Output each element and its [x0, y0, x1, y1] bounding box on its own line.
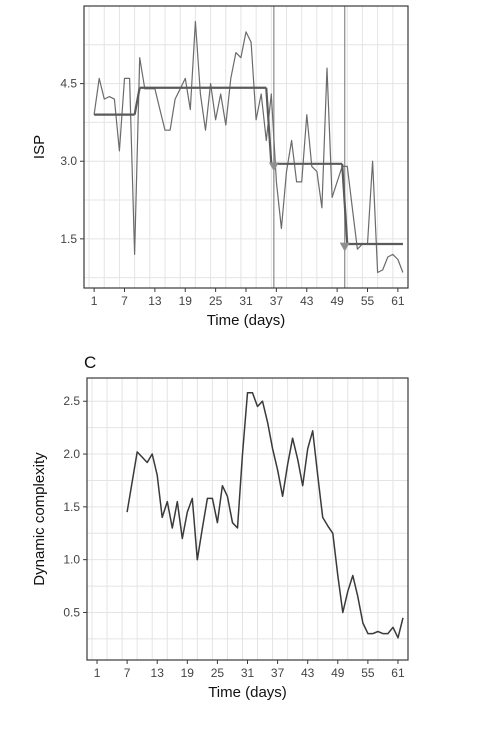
y-tick-label: 2.0 [63, 447, 80, 461]
y-tick-label: 2.5 [63, 394, 80, 408]
x-axis-label: Time (days) [207, 312, 286, 329]
x-tick-label: 13 [148, 294, 162, 308]
x-tick-label: 49 [331, 666, 345, 680]
x-tick-label: 1 [91, 294, 98, 308]
y-tick-label: 1.0 [63, 553, 80, 567]
grid [87, 378, 408, 660]
x-tick-label: 25 [209, 294, 223, 308]
x-tick-label: 13 [151, 666, 165, 680]
y-axis-label: ISP [31, 135, 48, 159]
x-tick-label: 7 [121, 294, 128, 308]
x-tick-label: 55 [361, 666, 375, 680]
y-tick-label: 1.5 [60, 232, 77, 246]
x-tick-label: 19 [181, 666, 195, 680]
y-axis-label: Dynamic complexity [31, 452, 48, 586]
x-tick-label: 31 [241, 666, 255, 680]
x-tick-label: 25 [211, 666, 225, 680]
x-tick-label: 37 [271, 666, 285, 680]
x-tick-label: 43 [301, 666, 315, 680]
change-point-marker [339, 242, 350, 252]
y-tick-label: 3.0 [60, 154, 77, 168]
x-tick-label: 61 [391, 666, 405, 680]
x-tick-label: 61 [391, 294, 405, 308]
isp-chart: 1 7 13 19 25 31 37 43 49 55 61 1.5 3.0 4.5 Time (days)… [31, 5, 409, 329]
series-line [126, 392, 404, 639]
dynamic-complexity-chart: 1 7 13 19 25 31 37 43 49 55 61 0.5 1.0 1.5 2.0 2.5 Time … [31, 353, 409, 701]
y-tick-label: 4.5 [60, 77, 77, 91]
x-tick-label: 43 [300, 294, 314, 308]
x-tick-label: 19 [179, 294, 193, 308]
grid [84, 6, 408, 288]
phase-connector [133, 87, 141, 115]
x-tick-label: 1 [94, 666, 101, 680]
x-tick-label: 7 [124, 666, 131, 680]
x-axis-label: Time (days) [208, 684, 287, 701]
phase-connector [341, 163, 349, 245]
y-tick-label: 1.5 [63, 500, 80, 514]
plot-frame [83, 5, 409, 289]
change-point-marker [268, 162, 279, 172]
plot-frame [86, 377, 409, 661]
phase-connector [265, 87, 273, 164]
x-tick-label: 31 [239, 294, 253, 308]
panel-label: C [84, 353, 96, 372]
x-tick-label: 37 [270, 294, 284, 308]
x-tick-label: 55 [361, 294, 375, 308]
x-tick-label: 49 [330, 294, 344, 308]
series-line [93, 20, 404, 274]
y-tick-label: 0.5 [63, 605, 80, 619]
